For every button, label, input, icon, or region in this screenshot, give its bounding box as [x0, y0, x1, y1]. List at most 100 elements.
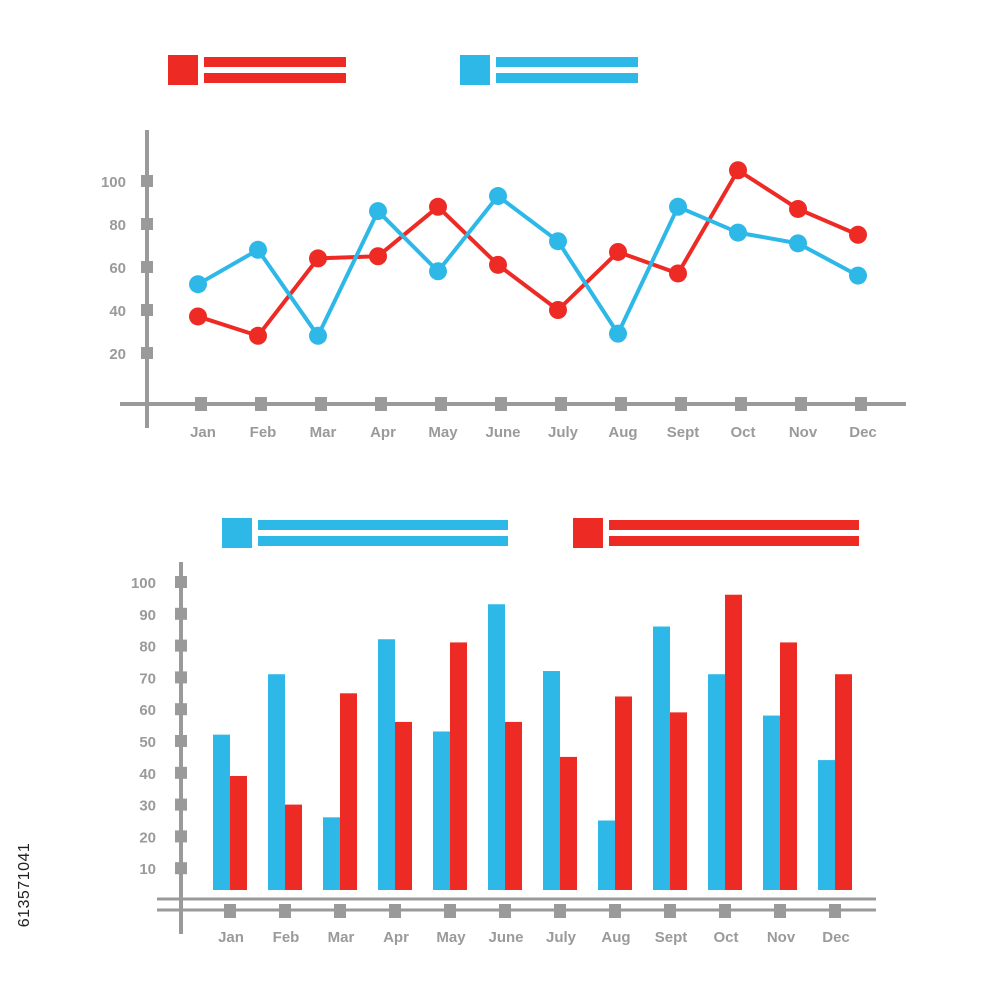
- x-tick-mark: [224, 904, 236, 918]
- x-tick-label: June: [485, 424, 520, 441]
- legend-swatch: [168, 55, 198, 85]
- bar: [818, 760, 835, 890]
- bar: [505, 721, 522, 890]
- legend-swatch: [573, 518, 603, 548]
- legend-item-red: [573, 518, 859, 548]
- bar: [835, 674, 852, 890]
- y-tick-label: 70: [139, 670, 156, 687]
- y-tick-mark: [175, 607, 187, 620]
- y-tick-label: 50: [139, 734, 156, 751]
- x-tick-label: Dec: [849, 424, 877, 441]
- bar: [560, 756, 577, 890]
- bar: [323, 817, 340, 890]
- x-tick-label: July: [546, 929, 577, 946]
- x-tick-label: Jan: [190, 424, 216, 441]
- bar: [433, 731, 450, 890]
- y-tick-mark: [141, 175, 153, 187]
- x-tick-mark: [334, 904, 346, 918]
- x-tick-mark: [609, 904, 621, 918]
- data-point: [789, 234, 807, 253]
- x-tick-mark: [435, 397, 447, 411]
- legend-label-bar: [609, 520, 859, 530]
- bar: [378, 639, 395, 890]
- x-tick-label: May: [436, 929, 466, 946]
- bar: [230, 775, 247, 890]
- x-tick-mark: [389, 904, 401, 918]
- legend-label-bar: [204, 57, 346, 67]
- bar: [488, 604, 505, 890]
- bar: [725, 594, 742, 890]
- y-tick-mark: [175, 671, 187, 684]
- bar: [615, 696, 632, 890]
- x-tick-mark: [855, 397, 867, 411]
- x-tick-label: May: [428, 424, 458, 441]
- y-tick-label: 40: [139, 766, 156, 783]
- data-point: [369, 247, 387, 266]
- bar: [708, 674, 725, 890]
- data-point: [729, 223, 747, 242]
- legend-item-blue: [460, 55, 638, 85]
- x-tick-mark: [615, 397, 627, 411]
- x-tick-label: Feb: [250, 424, 277, 441]
- data-point: [609, 324, 627, 343]
- bar: [450, 642, 467, 890]
- bar: [670, 712, 687, 890]
- y-tick-mark: [175, 703, 187, 716]
- x-tick-mark: [255, 397, 267, 411]
- data-point: [249, 240, 267, 259]
- x-tick-label: Mar: [310, 424, 337, 441]
- x-tick-mark: [795, 397, 807, 411]
- bar: [285, 804, 302, 890]
- x-tick-label: June: [488, 929, 523, 946]
- bar: [543, 671, 560, 890]
- bar-chart: 10 20 30 40 50 60 70 80 90 100 Jan Feb Mar Apr May June…: [131, 518, 876, 946]
- x-tick-label: Jan: [218, 929, 244, 946]
- y-tick-mark: [175, 766, 187, 779]
- data-point: [249, 326, 267, 345]
- legend-label-bar: [204, 73, 346, 83]
- bar: [598, 820, 615, 890]
- legend-label-bar: [258, 520, 508, 530]
- x-tick-mark: [774, 904, 786, 918]
- legend-swatch: [460, 55, 490, 85]
- bar: [763, 715, 780, 890]
- y-tick-mark: [175, 862, 187, 875]
- data-point: [189, 307, 207, 326]
- bar-series-red: [230, 594, 852, 890]
- x-tick-label: Dec: [822, 929, 850, 946]
- bar-series-blue: [213, 604, 835, 890]
- x-tick-label: Aug: [601, 929, 630, 946]
- x-tick-mark: [499, 904, 511, 918]
- x-tick-label: Oct: [713, 929, 738, 946]
- y-tick-mark: [141, 347, 153, 359]
- y-tick-mark: [141, 261, 153, 273]
- legend-swatch: [222, 518, 252, 548]
- data-point: [429, 197, 447, 216]
- data-point: [549, 232, 567, 251]
- legend-label-bar: [496, 57, 638, 67]
- x-tick-label: Nov: [789, 424, 818, 441]
- y-tick-mark: [175, 830, 187, 843]
- x-tick-mark: [664, 904, 676, 918]
- stock-id-text: 613571041: [16, 842, 33, 928]
- x-tick-label: Mar: [328, 929, 355, 946]
- x-tick-label: Sept: [667, 424, 700, 441]
- data-point: [489, 255, 507, 274]
- data-point: [729, 161, 747, 180]
- y-tick-label: 100: [101, 174, 126, 191]
- line-series-red: [189, 161, 867, 345]
- data-point: [849, 266, 867, 285]
- line-chart: 20 40 60 80 100 Jan Feb Mar Apr May June July Aug Sep…: [101, 55, 906, 441]
- legend-label-bar: [258, 536, 508, 546]
- legend-label-bar: [496, 73, 638, 83]
- data-point: [669, 264, 687, 283]
- y-tick-label: 20: [109, 346, 126, 363]
- data-point: [789, 199, 807, 218]
- y-tick-label: 10: [139, 861, 156, 878]
- x-tick-mark: [444, 904, 456, 918]
- bar: [653, 626, 670, 890]
- series-line: [197, 194, 859, 338]
- y-tick-mark: [175, 576, 187, 588]
- data-point: [489, 187, 507, 206]
